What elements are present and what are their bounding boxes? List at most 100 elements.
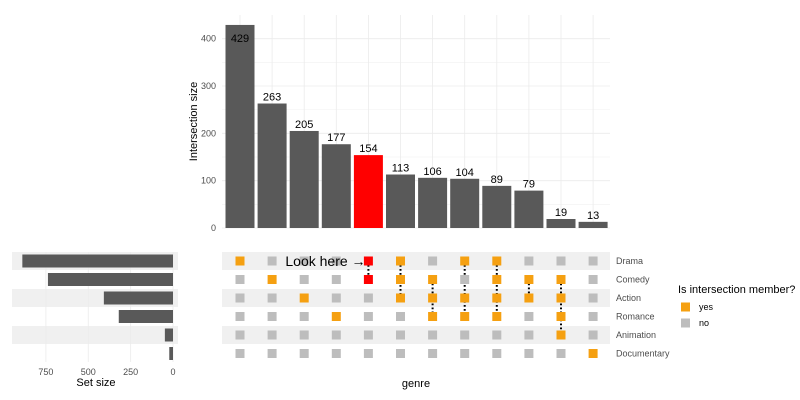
member-dot (396, 256, 405, 266)
nonmember-dot (492, 349, 502, 358)
nonmember-dot (460, 349, 470, 358)
set-name-label: Comedy (616, 275, 650, 285)
intersection-bar (386, 174, 415, 228)
nonmember-dot (235, 349, 245, 358)
matrix-row-stripe (222, 289, 610, 307)
nonmember-dot (460, 330, 470, 340)
nonmember-dot (235, 330, 245, 340)
intersection-bar (321, 144, 351, 228)
nonmember-dot (331, 293, 341, 303)
y-tick-label: 200 (201, 128, 216, 138)
intersection-bar (418, 177, 448, 228)
set-size-tick-label: 0 (170, 367, 175, 377)
member-dot (428, 275, 438, 284)
bar-value-label: 106 (423, 166, 441, 178)
bar-value-label: 205 (295, 119, 313, 131)
set-size-bar (164, 328, 173, 342)
member-dot (556, 293, 566, 303)
set-size-bar (47, 273, 173, 286)
member-dot (396, 293, 405, 303)
set-size-panel: 750 500 250 0 Set size (12, 252, 178, 389)
intersection-bar (225, 24, 255, 228)
nonmember-dot (396, 330, 405, 340)
legend-swatch (681, 318, 690, 328)
set-size-bar (118, 310, 173, 323)
nonmember-dot (331, 275, 341, 284)
nonmember-dot (331, 256, 341, 266)
bar-value-label: 263 (263, 92, 281, 104)
nonmember-dot (267, 312, 277, 321)
intersection-bar (353, 155, 383, 228)
intersection-bar (289, 130, 319, 228)
intersection-bar (578, 221, 608, 228)
nonmember-dot (235, 312, 245, 321)
member-dot (267, 275, 277, 284)
annotation-text: Look here → (285, 253, 365, 269)
nonmember-dot (299, 312, 309, 321)
member-dot (556, 275, 566, 284)
y-tick-label: 400 (201, 34, 216, 44)
nonmember-dot (556, 256, 566, 266)
nonmember-dot (267, 349, 277, 358)
member-dot (556, 330, 566, 340)
nonmember-dot (524, 256, 534, 266)
member-dot (492, 312, 502, 321)
nonmember-dot (267, 293, 277, 303)
bar-value-label: 19 (555, 207, 567, 219)
nonmember-dot (299, 256, 309, 266)
set-name-label: Action (616, 293, 641, 303)
bar-value-label: 89 (491, 174, 503, 186)
nonmember-dot (524, 312, 534, 321)
nonmember-dot (588, 293, 598, 303)
membership-matrix-panel: Drama Comedy Action Romance Animation Documen… (222, 252, 670, 390)
nonmember-dot (235, 275, 245, 284)
bar-value-label: 79 (523, 179, 535, 191)
intersection-bar (257, 103, 287, 228)
bar-value-label: 13 (587, 210, 599, 222)
member-dot (556, 312, 566, 321)
nonmember-dot (492, 330, 502, 340)
legend-title: Is intersection member? (678, 284, 795, 296)
y-axis-title: Intersection size (188, 82, 200, 161)
set-size-tick-label: 500 (81, 367, 96, 377)
nonmember-dot (331, 349, 341, 358)
member-dot (363, 275, 373, 284)
set-size-bar (169, 347, 173, 360)
bar-value-label: 154 (359, 143, 377, 155)
nonmember-dot (363, 312, 373, 321)
legend-swatch (681, 302, 690, 312)
nonmember-dot (588, 256, 598, 266)
legend: Is intersection member? yes no (678, 284, 795, 328)
nonmember-dot (460, 275, 470, 284)
member-dot (428, 293, 438, 303)
member-dot (299, 293, 309, 303)
nonmember-dot (299, 330, 309, 340)
member-dot (460, 312, 470, 321)
member-dot (331, 312, 341, 321)
set-name-label: Animation (616, 330, 656, 340)
member-dot (524, 275, 534, 284)
set-size-tick-label: 750 (38, 367, 53, 377)
set-size-bar (103, 291, 173, 305)
member-dot (460, 256, 470, 266)
nonmember-dot (588, 275, 598, 284)
set-size-axis-title: Set size (76, 377, 115, 389)
nonmember-dot (235, 293, 245, 303)
intersection-bar (514, 190, 544, 228)
nonmember-dot (363, 293, 373, 303)
matrix-x-axis-title: genre (402, 378, 430, 390)
y-tick-label: 0 (211, 223, 216, 233)
bar-value-label: 429 (231, 33, 249, 45)
bar-value-label: 104 (456, 167, 474, 179)
nonmember-dot (428, 349, 438, 358)
intersection-bar (450, 178, 480, 228)
legend-entry-label: no (699, 318, 709, 328)
member-dot (492, 256, 502, 266)
member-dot (524, 293, 534, 303)
nonmember-dot (363, 330, 373, 340)
matrix-row-stripe (222, 252, 610, 270)
member-dot (492, 275, 502, 284)
bar-value-label: 177 (327, 132, 345, 144)
nonmember-dot (396, 349, 405, 358)
